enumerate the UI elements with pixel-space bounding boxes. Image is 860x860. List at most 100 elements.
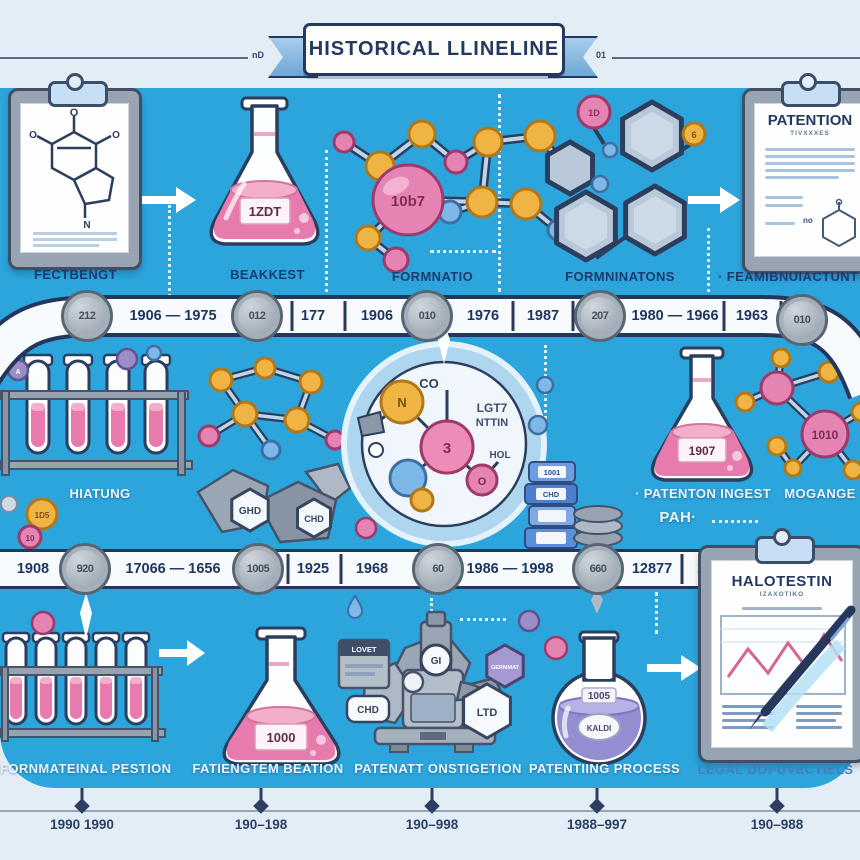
timeline1-medallion: 012 [231, 290, 283, 342]
flask3-tag: 1000 [267, 730, 296, 745]
axis-marker-stem [430, 788, 434, 804]
timeline2-year: 12877 [631, 561, 673, 577]
lens-text-line2: NTTIN [476, 417, 508, 429]
clipboard-halotestin: HALOTESTIN IZAXOTIKO [698, 528, 860, 763]
caption-patent-ingest: · PATENTON INGEST [634, 486, 772, 501]
timeline-tick [571, 301, 575, 331]
rock-badge-left: GHD [239, 506, 261, 517]
machine-shield-badge: CHD [357, 705, 379, 716]
dotted-line [655, 592, 658, 634]
molecule2-tag: 1010 [812, 428, 839, 442]
flask-fermentation-pink: 1000 [222, 626, 341, 766]
timeline1-year: 1906 [360, 308, 394, 324]
timeline1-medallion: 212 [61, 290, 113, 342]
timeline-tick [722, 301, 726, 331]
axis-label: 190–998 [405, 817, 459, 832]
timeline1-year: 1987 [526, 308, 560, 324]
caption-formational: FORNMATEINAL PESTION [0, 761, 172, 776]
machine-purple-hex-badge: GERMMAT [491, 665, 520, 671]
flask-beaker-pink: 1ZDT [209, 96, 320, 246]
machine-hex-badge: LTD [477, 707, 498, 719]
clipboard-chemical-structure: O O O N [8, 73, 142, 270]
dotted-line [325, 150, 328, 292]
timeline1-year: 1980 — 1966 [631, 308, 719, 324]
arrow-right-icon [159, 640, 205, 666]
decorative-ball-pink [30, 610, 56, 636]
axis-marker-stem [259, 788, 263, 804]
timeline2-medallion: 920 [59, 543, 111, 595]
timeline2-medallion: 660 [572, 543, 624, 595]
page-title: HISTORICAL LLINELINE [308, 38, 560, 60]
caption-legal: LEGAL DOPUVECTIELS [697, 762, 854, 777]
caption-heating: HIATUNG [69, 486, 131, 501]
clipboard-paper: O O O N [20, 103, 129, 253]
decorative-balls-top-left: A [6, 344, 163, 382]
timeline1-medallion: 010 [776, 294, 828, 346]
axis-marker-stem [595, 788, 599, 804]
rock-cluster: GHD CHD [196, 462, 352, 544]
ball-10-label: 10 [26, 534, 35, 543]
flask1-tag: 1ZDT [249, 204, 282, 219]
hexagon-pink-ball-tag: 1D [588, 108, 600, 118]
flask-patent-pink: 1907 [650, 346, 754, 482]
caption-patenting: PATENTIING PROCESS [528, 761, 681, 776]
caption-clipboard: FECTBENGT [33, 267, 118, 282]
atom-label: O [29, 130, 37, 141]
rock-badge-right: CHD [304, 514, 324, 524]
caption-formation: FORMNATIO [391, 269, 474, 284]
arrow-right-icon [142, 187, 196, 213]
ball-1d5-label: 1D5 [35, 511, 50, 520]
banner-title-box: HISTORICAL LLINELINE [303, 23, 565, 76]
timeline-tick [339, 554, 343, 584]
molecule-cluster-small [197, 356, 346, 461]
timeline-tick [511, 301, 515, 331]
atom-label: N [83, 220, 90, 231]
timeline-tick [286, 554, 290, 584]
banner-right-tag: 01 [596, 50, 607, 60]
halotestin-title: HALOTESTIN [731, 573, 833, 590]
banner-line-left [0, 57, 248, 59]
chemical-structure-drawing: O O O N [29, 107, 120, 247]
patent-note: no [803, 216, 813, 225]
patent-machine-apparatus: LOVET GI CHD GERMMAT LTD [337, 610, 525, 753]
timeline-tick [290, 301, 294, 331]
timeline2-year: 1986 — 1998 [466, 561, 554, 577]
decorative-balls-center [527, 375, 555, 436]
machine-box-label: LOVET [351, 645, 376, 654]
timeline-tick [680, 554, 684, 584]
lens-text-co: CO [419, 376, 439, 391]
hexagon-rings-structure: 1D 6 [545, 94, 707, 263]
dotted-line [712, 520, 758, 523]
timeline-tick [343, 301, 347, 331]
lens-text-line1: LGT7 [477, 401, 508, 415]
arrow-right-icon [647, 655, 701, 681]
container-label-mid: CHD [543, 490, 560, 499]
caption-beaker: BEAKKEST [230, 267, 305, 282]
dotted-line [707, 228, 710, 292]
timeline2-medallion: 1005 [232, 543, 284, 595]
timeline2-year: 1925 [296, 561, 330, 577]
atom-label: O [112, 130, 120, 141]
flask4-oval-tag: KALDI [587, 724, 611, 733]
flask4-tag: 1005 [588, 691, 611, 702]
patent-paper: PATENTION TIVXXXES no [754, 103, 860, 257]
clipboard-clip-hole [799, 73, 817, 91]
timeline1-year: 177 [300, 308, 326, 324]
axis-label: 1990 1990 [50, 817, 114, 832]
clipboard-clip [48, 81, 108, 107]
dotted-line [168, 205, 171, 297]
caption-manufacture: · FEAMIBNUIACTUNT [718, 269, 859, 284]
test-tube-rack-5 [0, 631, 166, 742]
timeline1-medallion: 010 [401, 290, 453, 342]
patent-subtitle: TIVXXXES [790, 130, 830, 137]
magnifier-lens-molecule: N O 3 CO LGT7 NTTIN HOL [341, 341, 547, 547]
molecule-cluster-formation: 10b7 [332, 119, 576, 274]
timeline2-year: 17066 — 1656 [125, 561, 221, 577]
coin-stack [573, 505, 623, 547]
patent-mini-structure [822, 198, 856, 248]
molecule-cluster-mogange: 1010 [734, 347, 860, 481]
timeline1-year: 1976 [466, 308, 500, 324]
machine-circle-badge: GI [431, 656, 442, 667]
arrow-right-icon [688, 187, 740, 213]
lens-atom-n: N [397, 395, 406, 410]
